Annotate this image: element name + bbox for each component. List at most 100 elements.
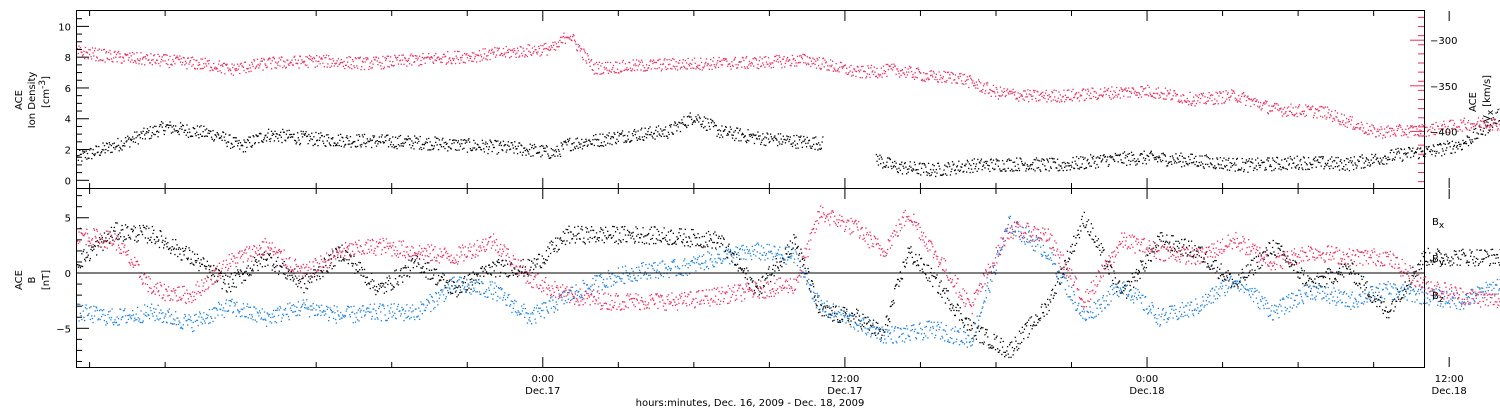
vx-point	[550, 45, 552, 47]
density-point	[780, 138, 782, 140]
bx-point	[204, 265, 206, 268]
vx-point	[858, 71, 861, 73]
density-point	[944, 173, 947, 175]
density-point	[167, 127, 170, 129]
vx-point	[435, 60, 438, 62]
density-point	[1374, 155, 1376, 157]
vx-point	[678, 62, 680, 64]
vx-point	[494, 47, 496, 49]
density-point	[920, 174, 922, 176]
density-point	[204, 129, 206, 131]
bx-point	[195, 261, 197, 264]
density-point	[295, 143, 297, 145]
vx-point	[466, 53, 468, 55]
density-point	[292, 133, 294, 136]
bx-point	[83, 249, 85, 251]
vx-point	[838, 71, 840, 73]
density-point	[1138, 160, 1140, 163]
density-point	[1272, 159, 1274, 161]
density-point	[980, 158, 983, 160]
density-point	[466, 141, 468, 143]
density-point	[679, 122, 681, 124]
vx-point	[684, 66, 686, 69]
vx-point	[1013, 94, 1016, 96]
density-point	[923, 163, 925, 165]
vx-point	[1197, 100, 1199, 102]
bx-point	[267, 264, 269, 266]
vx-point	[462, 61, 464, 63]
density-point	[164, 130, 166, 132]
vx-point	[479, 60, 481, 62]
density-point	[1168, 161, 1170, 163]
vx-point	[206, 60, 208, 62]
bx-point	[124, 238, 126, 241]
density-point	[805, 146, 808, 148]
density-point	[1309, 162, 1311, 164]
density-point	[230, 142, 232, 144]
bx-point	[127, 234, 130, 236]
density-point	[1221, 167, 1223, 169]
vx-point	[855, 75, 857, 77]
density-point	[86, 158, 88, 160]
vx-point	[1389, 127, 1391, 129]
vx-point	[1105, 93, 1107, 96]
density-point	[686, 126, 688, 129]
density-point	[457, 142, 459, 144]
vx-point	[1226, 93, 1229, 95]
density-point	[688, 116, 691, 118]
density-point	[748, 134, 751, 136]
vx-point	[603, 66, 605, 68]
density-point	[147, 131, 149, 134]
density-point	[280, 131, 282, 133]
density-point	[93, 154, 96, 157]
density-point	[711, 119, 713, 122]
vx-point	[1134, 90, 1136, 92]
density-point	[1407, 152, 1409, 154]
density-point	[748, 140, 750, 142]
bx-point	[203, 258, 205, 260]
vx-point	[601, 62, 603, 64]
density-point	[1312, 163, 1314, 166]
density-point	[482, 142, 484, 144]
vx-point	[645, 64, 648, 66]
density-point	[632, 135, 634, 137]
vx-point	[1164, 98, 1166, 100]
density-point	[372, 135, 374, 137]
density-point	[536, 152, 538, 154]
density-point	[400, 143, 402, 145]
vx-point	[794, 59, 796, 62]
density-point	[281, 141, 283, 144]
vx-point	[375, 56, 377, 58]
vx-point	[1243, 92, 1245, 94]
vx-point	[1300, 113, 1303, 116]
vx-point	[1336, 112, 1339, 114]
vx-point	[857, 66, 859, 68]
density-point	[480, 148, 482, 151]
density-point	[598, 139, 600, 141]
vx-point	[1088, 94, 1090, 97]
density-point	[125, 141, 127, 143]
density-point	[1496, 111, 1499, 113]
vx-point	[682, 59, 684, 61]
density-point	[1085, 167, 1088, 169]
density-point	[124, 137, 127, 139]
density-point	[151, 132, 153, 134]
density-point	[1188, 156, 1190, 158]
vx-point	[1484, 124, 1487, 126]
density-point	[734, 139, 736, 142]
density-point	[1250, 161, 1252, 163]
vx-point	[307, 66, 309, 68]
bx-point	[232, 282, 235, 284]
vx-point	[458, 50, 460, 53]
density-point	[225, 142, 227, 144]
vx-point	[742, 57, 744, 59]
density-point	[1381, 159, 1383, 161]
density-point	[189, 131, 191, 133]
vx-point	[83, 50, 85, 52]
density-point	[554, 155, 556, 157]
density-point	[1001, 170, 1003, 172]
density-point	[1115, 154, 1117, 156]
density-point	[1354, 162, 1356, 164]
density-point	[1254, 167, 1256, 169]
vx-point	[1238, 100, 1241, 102]
